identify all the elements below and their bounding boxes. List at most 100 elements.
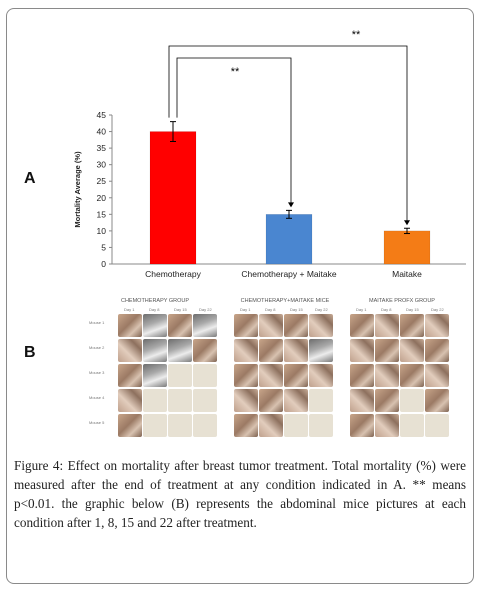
mouse-photo (400, 364, 424, 387)
mouse-photo (425, 314, 449, 337)
mouse-photo (309, 364, 333, 387)
mouse-photo (118, 414, 142, 437)
mouse-label: Mouse 3 (89, 370, 105, 375)
mortality-bar-chart: 0 5 10 15 20 25 30 35 40 45 Mortality Average (%) C… (73, 29, 466, 279)
significance-arrow-outer (404, 220, 410, 226)
mouse-photo (234, 314, 258, 337)
empty-cell (168, 364, 192, 387)
caption-text: Effect on mortality after breast tumor t… (14, 458, 466, 530)
y-axis-label: Mortality Average (%) (73, 151, 82, 228)
mouse-photo (284, 364, 308, 387)
mouse-photo (425, 339, 449, 362)
photo-group-title: MAITAKE PROFX GROUP (369, 298, 435, 304)
y-tick-label: 15 (97, 209, 107, 219)
y-tick-label: 0 (101, 259, 106, 269)
mouse-photo (400, 339, 424, 362)
mouse-photo (118, 339, 142, 362)
empty-cell (143, 389, 167, 412)
mouse-photo (350, 414, 374, 437)
day-label: Day 1 (356, 307, 367, 312)
mouse-label: Mouse 5 (89, 420, 105, 425)
mouse-photo (118, 389, 142, 412)
y-tick-label: 25 (97, 176, 107, 186)
y-tick-label: 10 (97, 226, 107, 236)
mouse-photo (375, 339, 399, 362)
empty-cell (400, 389, 424, 412)
mouse-photo (259, 339, 283, 362)
day-label: Day 1 (124, 307, 135, 312)
day-label: Day 22 (199, 307, 212, 312)
mouse-photo (375, 364, 399, 387)
mouse-photo (284, 389, 308, 412)
mouse-photo (425, 389, 449, 412)
empty-cell (168, 414, 192, 437)
y-tick-label: 40 (97, 127, 107, 137)
panel-label-b: B (24, 344, 36, 361)
mouse-photo (118, 364, 142, 387)
mouse-photo (309, 339, 333, 362)
day-label: Day 15 (174, 307, 187, 312)
y-tick-label: 45 (97, 110, 107, 120)
mouse-photo (193, 339, 217, 362)
caption-label: Figure 4: (14, 458, 64, 473)
mouse-photo (143, 339, 167, 362)
mouse-photo (350, 389, 374, 412)
mouse-photo (425, 364, 449, 387)
mouse-photo (284, 339, 308, 362)
day-label: Day 15 (406, 307, 419, 312)
day-label: Day 8 (265, 307, 276, 312)
mouse-photo (400, 314, 424, 337)
figure-caption: Figure 4: Effect on mortality after brea… (14, 456, 466, 532)
category-label: Maitake (392, 269, 422, 279)
figure-frame (6, 8, 474, 584)
significance-arrow-inner (288, 202, 294, 208)
mouse-photo (143, 364, 167, 387)
empty-cell (168, 389, 192, 412)
empty-cell (284, 414, 308, 437)
mouse-photo (284, 314, 308, 337)
mouse-photo (350, 339, 374, 362)
empty-cell (193, 389, 217, 412)
mouse-photo (350, 364, 374, 387)
empty-cell (309, 414, 333, 437)
mouse-photo (350, 314, 374, 337)
mouse-photo (259, 314, 283, 337)
empty-cell (193, 414, 217, 437)
photo-group-title: CHEMOTHERAPY+MAITAKE MICE (240, 298, 330, 304)
bar-1 (265, 214, 313, 265)
significance-bracket-inner (176, 57, 292, 207)
empty-cell (400, 414, 424, 437)
mouse-photo (259, 389, 283, 412)
mouse-photo (193, 314, 217, 337)
significance-bracket-outer (168, 45, 408, 225)
mouse-photo (234, 339, 258, 362)
mouse-label: Mouse 1 (89, 320, 105, 325)
mouse-photo (234, 364, 258, 387)
day-label: Day 8 (149, 307, 160, 312)
panel-label-a: A (24, 170, 36, 187)
mouse-photo (118, 314, 142, 337)
significance-label: ** (352, 29, 361, 41)
mouse-photo (375, 389, 399, 412)
day-label: Day 8 (381, 307, 392, 312)
mouse-photo (375, 314, 399, 337)
empty-cell (425, 414, 449, 437)
mouse-photo (259, 364, 283, 387)
bar-2 (383, 230, 431, 265)
mouse-photo (168, 339, 192, 362)
mouse-photo (234, 389, 258, 412)
mouse-photo (309, 314, 333, 337)
y-tick-label: 20 (97, 193, 107, 203)
mouse-photo (168, 314, 192, 337)
day-label: Day 22 (431, 307, 444, 312)
mouse-photo (143, 314, 167, 337)
mouse-photo (234, 414, 258, 437)
day-label: Day 15 (290, 307, 303, 312)
empty-cell (143, 414, 167, 437)
empty-cell (309, 389, 333, 412)
day-label: Day 22 (315, 307, 328, 312)
mouse-photo (375, 414, 399, 437)
significance-label: ** (231, 66, 240, 78)
mouse-label: Mouse 2 (89, 345, 105, 350)
y-tick-label: 35 (97, 143, 107, 153)
